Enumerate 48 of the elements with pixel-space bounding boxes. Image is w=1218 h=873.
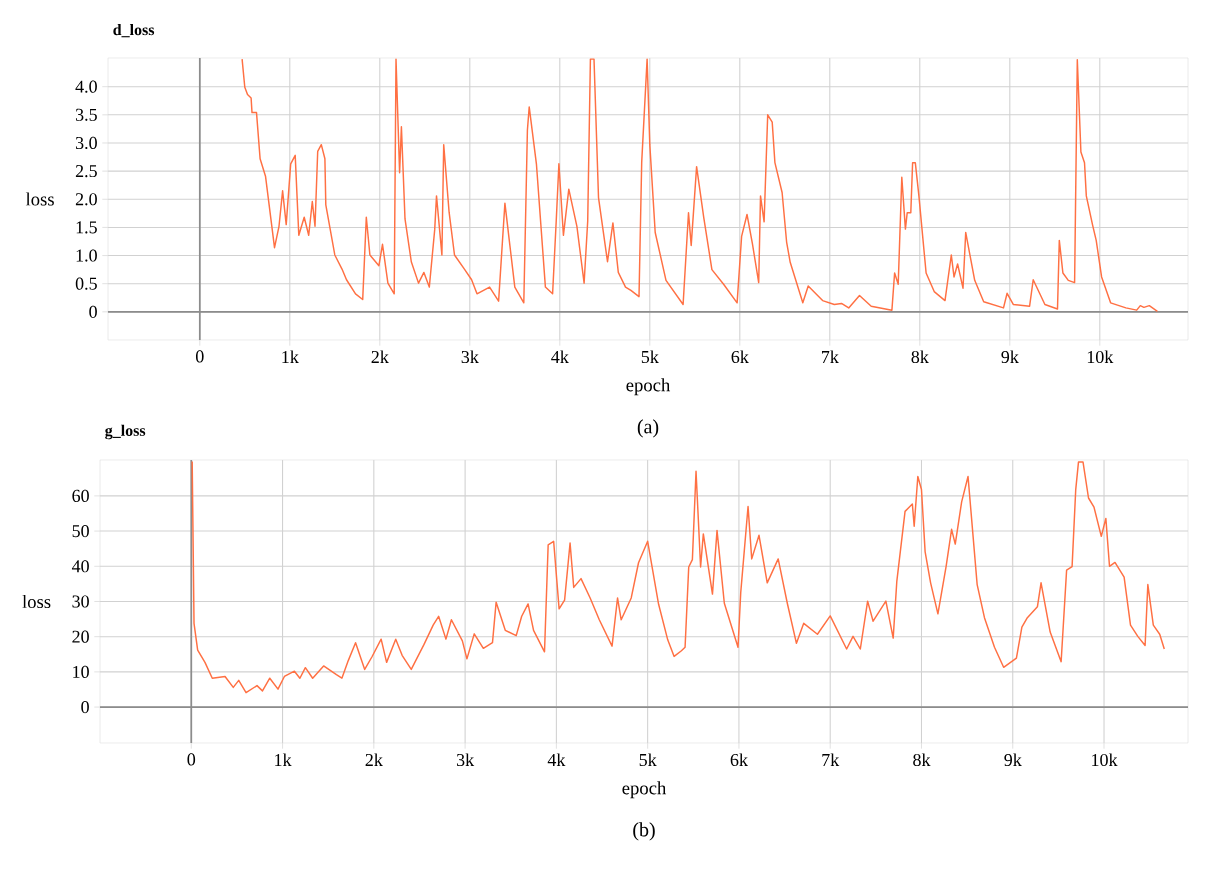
x-tick-label: 1k [275, 753, 292, 766]
y-tick-label: 40 [71, 560, 89, 573]
y-tick-label: 10 [73, 665, 89, 678]
x-tick-label: 8k [913, 753, 931, 767]
line-series [241, 58, 1159, 313]
x-tick-label: 1k [282, 350, 299, 363]
y-tick-label: 1.5 [76, 221, 97, 234]
x-axis-title: epoch [622, 781, 667, 799]
y-tick-label: 0 [81, 701, 89, 714]
x-tick-label: 4k [551, 350, 569, 363]
x-tick-label: 2k [371, 350, 389, 363]
x-tick-label: 6k [730, 753, 748, 767]
x-tick-label: 5k [641, 350, 659, 364]
text: (a) [637, 419, 659, 438]
x-axis-title: epoch [626, 378, 671, 396]
y-tick-label: 4.0 [75, 80, 97, 93]
x-tick-label: 5k [639, 753, 657, 767]
chart-title: g_loss [105, 424, 146, 440]
x-tick-label: 9k [1001, 350, 1019, 364]
y-axis-title: loss [22, 594, 51, 609]
x-tick-label: 0 [195, 350, 204, 363]
x-tick-label: 3k [461, 350, 479, 364]
x-tick-label: 0 [187, 753, 196, 766]
x-tick-label: 2k [365, 753, 383, 766]
x-tick-label: 7k [822, 753, 840, 766]
y-tick-label: 2.0 [75, 193, 97, 206]
x-tick-label: 7k [822, 350, 839, 363]
y-tick-label: 30 [72, 595, 89, 608]
y-tick-label: 50 [72, 525, 89, 538]
line-series [191, 460, 1166, 694]
chart-title: d_loss [113, 23, 155, 38]
y-tick-label: 3.5 [75, 108, 97, 121]
y-tick-label: 0 [89, 305, 97, 318]
y-tick-label: 1.0 [76, 249, 97, 262]
y-axis-title: loss [25, 192, 54, 206]
x-tick-label: 9k [1004, 753, 1022, 767]
y-tick-label: 2.5 [75, 165, 97, 178]
x-tick-label: 3k [456, 753, 475, 767]
x-tick-label: 6k [731, 350, 749, 364]
x-tick-label: 10k [1087, 350, 1114, 364]
x-tick-label: 10k [1092, 753, 1118, 767]
x-tick-label: 4k [547, 753, 566, 766]
y-tick-label: 20 [72, 630, 89, 643]
y-tick-label: 3.0 [75, 136, 97, 150]
text: (b) [633, 822, 655, 841]
y-tick-label: 60 [72, 489, 89, 502]
y-tick-label: 0.5 [75, 277, 97, 290]
x-tick-label: 8k [911, 350, 929, 364]
